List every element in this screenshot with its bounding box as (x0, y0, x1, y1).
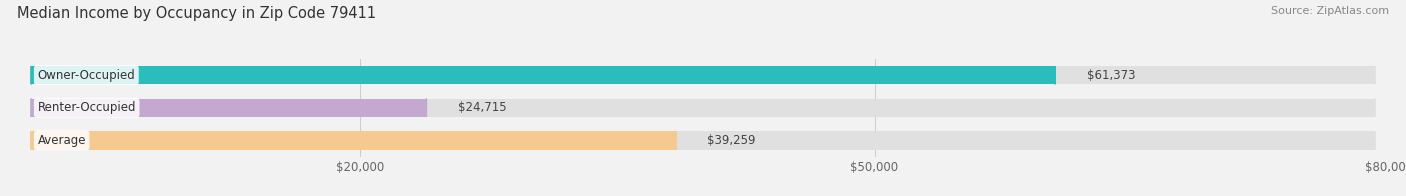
Text: Renter-Occupied: Renter-Occupied (38, 101, 136, 114)
Bar (31, 131, 1375, 150)
Bar (31, 99, 426, 117)
Bar (31, 66, 1056, 84)
Bar (31, 66, 1375, 84)
Text: Median Income by Occupancy in Zip Code 79411: Median Income by Occupancy in Zip Code 7… (17, 6, 375, 21)
Text: $61,373: $61,373 (1087, 69, 1135, 82)
Bar (31, 131, 676, 150)
Text: Source: ZipAtlas.com: Source: ZipAtlas.com (1271, 6, 1389, 16)
Text: $24,715: $24,715 (458, 101, 506, 114)
Bar (31, 99, 1375, 117)
Text: Average: Average (38, 134, 86, 147)
Text: Owner-Occupied: Owner-Occupied (38, 69, 135, 82)
Text: $39,259: $39,259 (707, 134, 756, 147)
